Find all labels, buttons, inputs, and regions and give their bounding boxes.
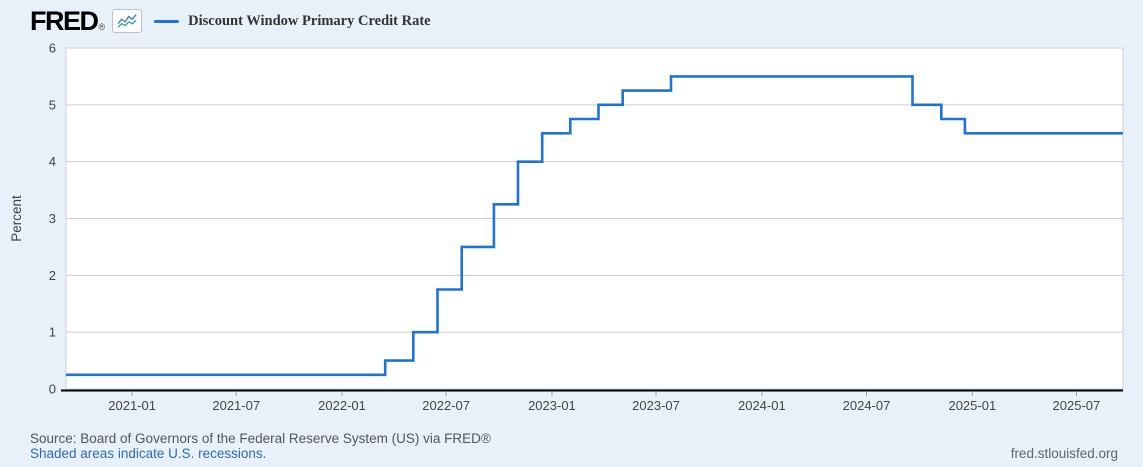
x-tick-label: 2024-01 xyxy=(738,398,786,413)
x-tick-label: 2025-01 xyxy=(948,398,996,413)
y-tick-label: 5 xyxy=(49,97,56,112)
y-tick-label: 3 xyxy=(49,211,56,226)
y-tick-label: 4 xyxy=(49,154,56,169)
x-tick-label: 2024-07 xyxy=(843,398,891,413)
fred-logo-text: FRED xyxy=(30,6,99,36)
x-tick-label: 2025-07 xyxy=(1053,398,1101,413)
fred-site-link[interactable]: fred.stlouisfed.org xyxy=(1010,446,1118,461)
y-tick-label: 0 xyxy=(49,382,56,397)
series-line-discount-window-primary-credit-rate[interactable] xyxy=(66,75,1123,377)
recession-note-link[interactable]: Shaded areas indicate U.S. recessions. xyxy=(30,446,267,461)
source-text: Source: Board of Governors of the Federa… xyxy=(30,431,491,446)
x-tick-label: 2023-07 xyxy=(632,398,680,413)
x-tick-label: 2022-07 xyxy=(422,398,470,413)
fred-sparkline-icon xyxy=(112,9,143,33)
y-tick-label: 1 xyxy=(49,325,56,340)
fred-logo[interactable]: FRED ® xyxy=(30,6,106,36)
y-axis-title: Percent xyxy=(9,195,24,242)
registered-trademark: ® xyxy=(98,22,106,32)
y-tick-label: 6 xyxy=(49,41,56,56)
chart-header: FRED ® Discount Window Primary Credit Ra… xyxy=(30,7,431,35)
x-tick-label: 2023-01 xyxy=(528,398,576,413)
legend-item-discount-window-primary-credit-rate[interactable]: Discount Window Primary Credit Rate xyxy=(154,12,431,30)
x-tick-label: 2021-01 xyxy=(108,398,156,413)
x-tick-label: 2022-01 xyxy=(318,398,366,413)
x-tick-label: 2021-07 xyxy=(212,398,260,413)
legend-line-swatch xyxy=(154,19,180,23)
legend-label: Discount Window Primary Credit Rate xyxy=(188,12,431,29)
sparkline-glyph xyxy=(117,14,137,28)
y-tick-label: 2 xyxy=(49,268,56,283)
